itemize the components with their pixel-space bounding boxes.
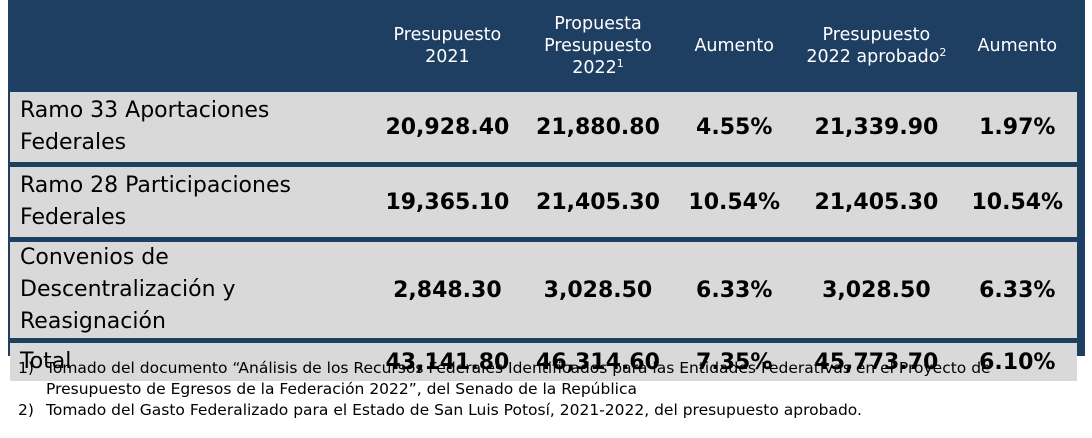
row-label: Total [10,343,373,381]
footnote-text: Tomado del Gasto Federalizado para el Es… [46,401,862,419]
header-propuesta-2022: Propuesta Presupuesto 20221 [523,5,674,87]
cell-aumento-1: 10.54% [673,167,796,237]
row-label: Convenios de Descentralización y Reasign… [10,242,373,338]
footnote-ref-2: 2 [939,46,947,59]
cell-aprobado-2022: 21,405.30 [795,167,958,237]
table-row: Convenios de Descentralización y Reasign… [10,242,1077,338]
row-label: Ramo 28 Participaciones Federales [10,167,373,237]
header-aumento-1: Aumento [694,36,774,56]
cell-propuesta-2022: 21,880.80 [522,92,674,162]
budget-table: Presupuesto 2021 Propuesta Presupuesto 2… [10,0,1077,386]
cell-propuesta-2022: 46,314.60 [522,343,674,381]
cell-aumento-2: 10.54% [957,167,1077,237]
cell-aumento-1: 4.55% [673,92,796,162]
table-row: Ramo 28 Participaciones Federales 19,365… [10,167,1077,237]
header-propuesta-2022-label: Propuesta Presupuesto 2022 [544,14,652,78]
cell-presupuesto-2021: 43,141.80 [372,343,523,381]
table-total-row: Total 43,141.80 46,314.60 7.35% 45,773.7… [10,343,1077,381]
cell-propuesta-2022: 21,405.30 [522,167,674,237]
footnote-text: Tomado del documento “Análisis de los Re… [46,359,991,398]
cell-aumento-2: 6.10% [957,343,1077,381]
footnote-2: 2) Tomado del Gasto Federalizado para el… [18,400,1088,421]
cell-presupuesto-2021: 2,848.30 [372,242,523,338]
header-presupuesto-2021: Presupuesto 2021 [393,25,502,67]
cell-propuesta-2022: 3,028.50 [522,242,674,338]
cell-aumento-2: 6.33% [957,242,1077,338]
row-label: Ramo 33 Aportaciones Federales [10,92,373,162]
footnote-number: 2) [18,401,34,419]
header-aprobado-2022-label: Presupuesto 2022 aprobado [806,25,940,67]
cell-aumento-1: 7.35% [673,343,796,381]
table-row: Ramo 33 Aportaciones Federales 20,928.40… [10,92,1077,162]
header-aprobado-2022: Presupuesto 2022 aprobado2 [795,5,957,87]
cell-aumento-1: 6.33% [673,242,796,338]
footnote-number: 1) [18,359,34,377]
header-empty-cell [10,5,372,87]
table-header-row: Presupuesto 2021 Propuesta Presupuesto 2… [10,5,1077,87]
footnotes: 1) Tomado del documento “Análisis de los… [18,358,1088,421]
cell-presupuesto-2021: 19,365.10 [372,167,523,237]
footnote-1: 1) Tomado del documento “Análisis de los… [18,358,1088,400]
header-aumento-2: Aumento [977,36,1058,56]
footnote-ref-1: 1 [616,57,624,70]
cell-presupuesto-2021: 20,928.40 [372,92,523,162]
cell-aprobado-2022: 45,773.70 [795,343,958,381]
cell-aprobado-2022: 3,028.50 [795,242,958,338]
cell-aprobado-2022: 21,339.90 [795,92,958,162]
cell-aumento-2: 1.97% [957,92,1077,162]
